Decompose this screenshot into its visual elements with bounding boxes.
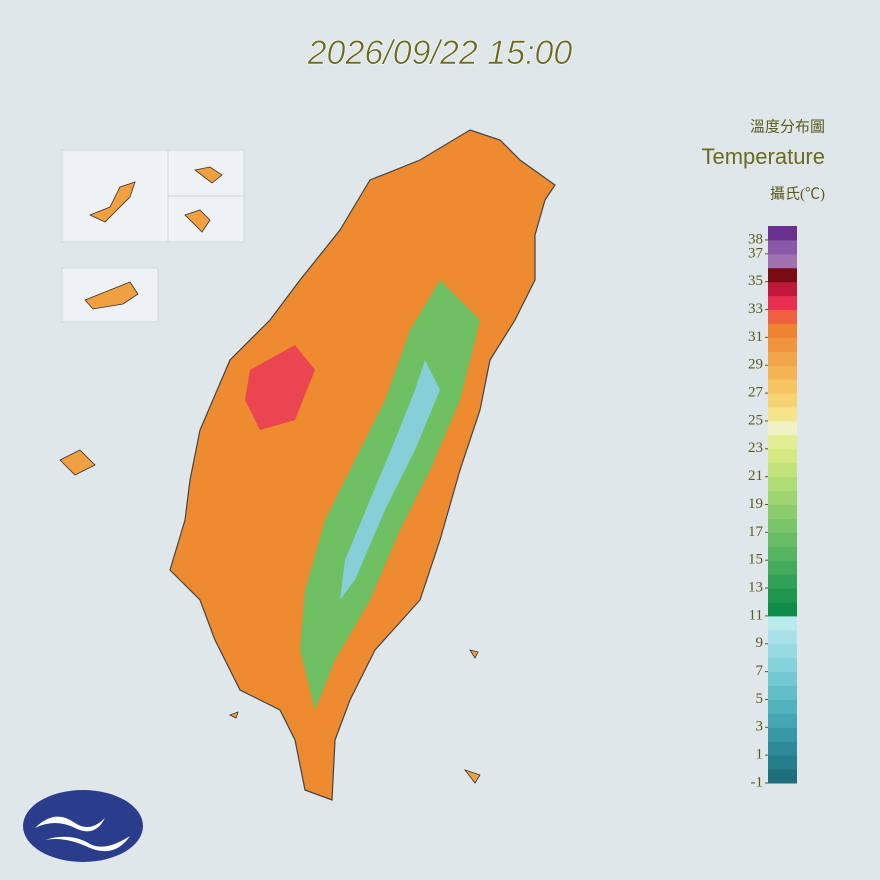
color-band [768, 351, 797, 366]
tick-label: 17 [748, 524, 764, 540]
legend-title: 溫度分布圖 [750, 118, 825, 135]
color-band [768, 226, 797, 241]
tick-label: 38 [748, 231, 763, 247]
color-band [768, 267, 797, 283]
color-band [768, 393, 797, 408]
tick-label: 13 [748, 579, 763, 595]
tick-label: 35 [748, 273, 763, 289]
color-band [768, 699, 797, 714]
color-band [768, 281, 797, 297]
color-band [768, 504, 797, 519]
tick-label: 23 [748, 440, 763, 456]
color-band [768, 741, 797, 756]
color-band [768, 560, 797, 575]
legend-unit: 攝氏(℃) [770, 185, 825, 202]
color-band [768, 769, 797, 784]
color-band [768, 407, 797, 422]
legend-subtitle: Temperature [701, 144, 825, 169]
tick-label: 25 [748, 412, 763, 428]
tick-label: 9 [756, 635, 764, 651]
color-band [768, 337, 797, 352]
color-band [768, 420, 797, 436]
color-band [768, 253, 797, 269]
insets [61, 149, 245, 323]
color-band [768, 601, 797, 617]
color-band [768, 685, 797, 700]
color-band [768, 643, 797, 659]
tick-label: 5 [756, 691, 764, 707]
tick-label: 7 [756, 663, 764, 679]
tick-label: 33 [748, 301, 763, 317]
color-band [768, 295, 797, 311]
color-band [768, 657, 797, 673]
tick-label: 1 [756, 747, 764, 763]
logo [23, 790, 143, 862]
color-band [768, 574, 797, 589]
color-band [768, 239, 797, 255]
color-band [768, 323, 797, 338]
color-band [768, 379, 797, 394]
color-band [768, 588, 797, 603]
color-band [768, 755, 797, 770]
color-band [768, 713, 797, 728]
color-band [768, 490, 797, 505]
color-band [768, 448, 797, 464]
tick-label: 29 [748, 357, 763, 373]
tick-label: 15 [748, 552, 763, 568]
color-band [768, 434, 797, 450]
color-band [768, 671, 797, 687]
tick-label: 3 [756, 719, 764, 735]
color-band [768, 727, 797, 742]
color-band [768, 532, 797, 547]
color-band [768, 518, 797, 533]
tick-label: -1 [751, 774, 764, 790]
color-band [768, 462, 797, 478]
tick-label: 21 [748, 468, 763, 484]
island-map [59, 129, 556, 801]
tick-label: 19 [748, 496, 763, 512]
tick-label: 31 [748, 329, 763, 345]
color-band [768, 629, 797, 645]
color-band [768, 365, 797, 380]
color-band [768, 476, 797, 492]
tick-label: 37 [748, 245, 764, 261]
color-band [768, 309, 797, 324]
tick-label: 27 [748, 385, 764, 401]
map-title: 2026/09/22 15:00 [307, 34, 573, 72]
color-band [768, 615, 797, 631]
tick-label: 11 [749, 607, 763, 623]
color-band [768, 546, 797, 561]
